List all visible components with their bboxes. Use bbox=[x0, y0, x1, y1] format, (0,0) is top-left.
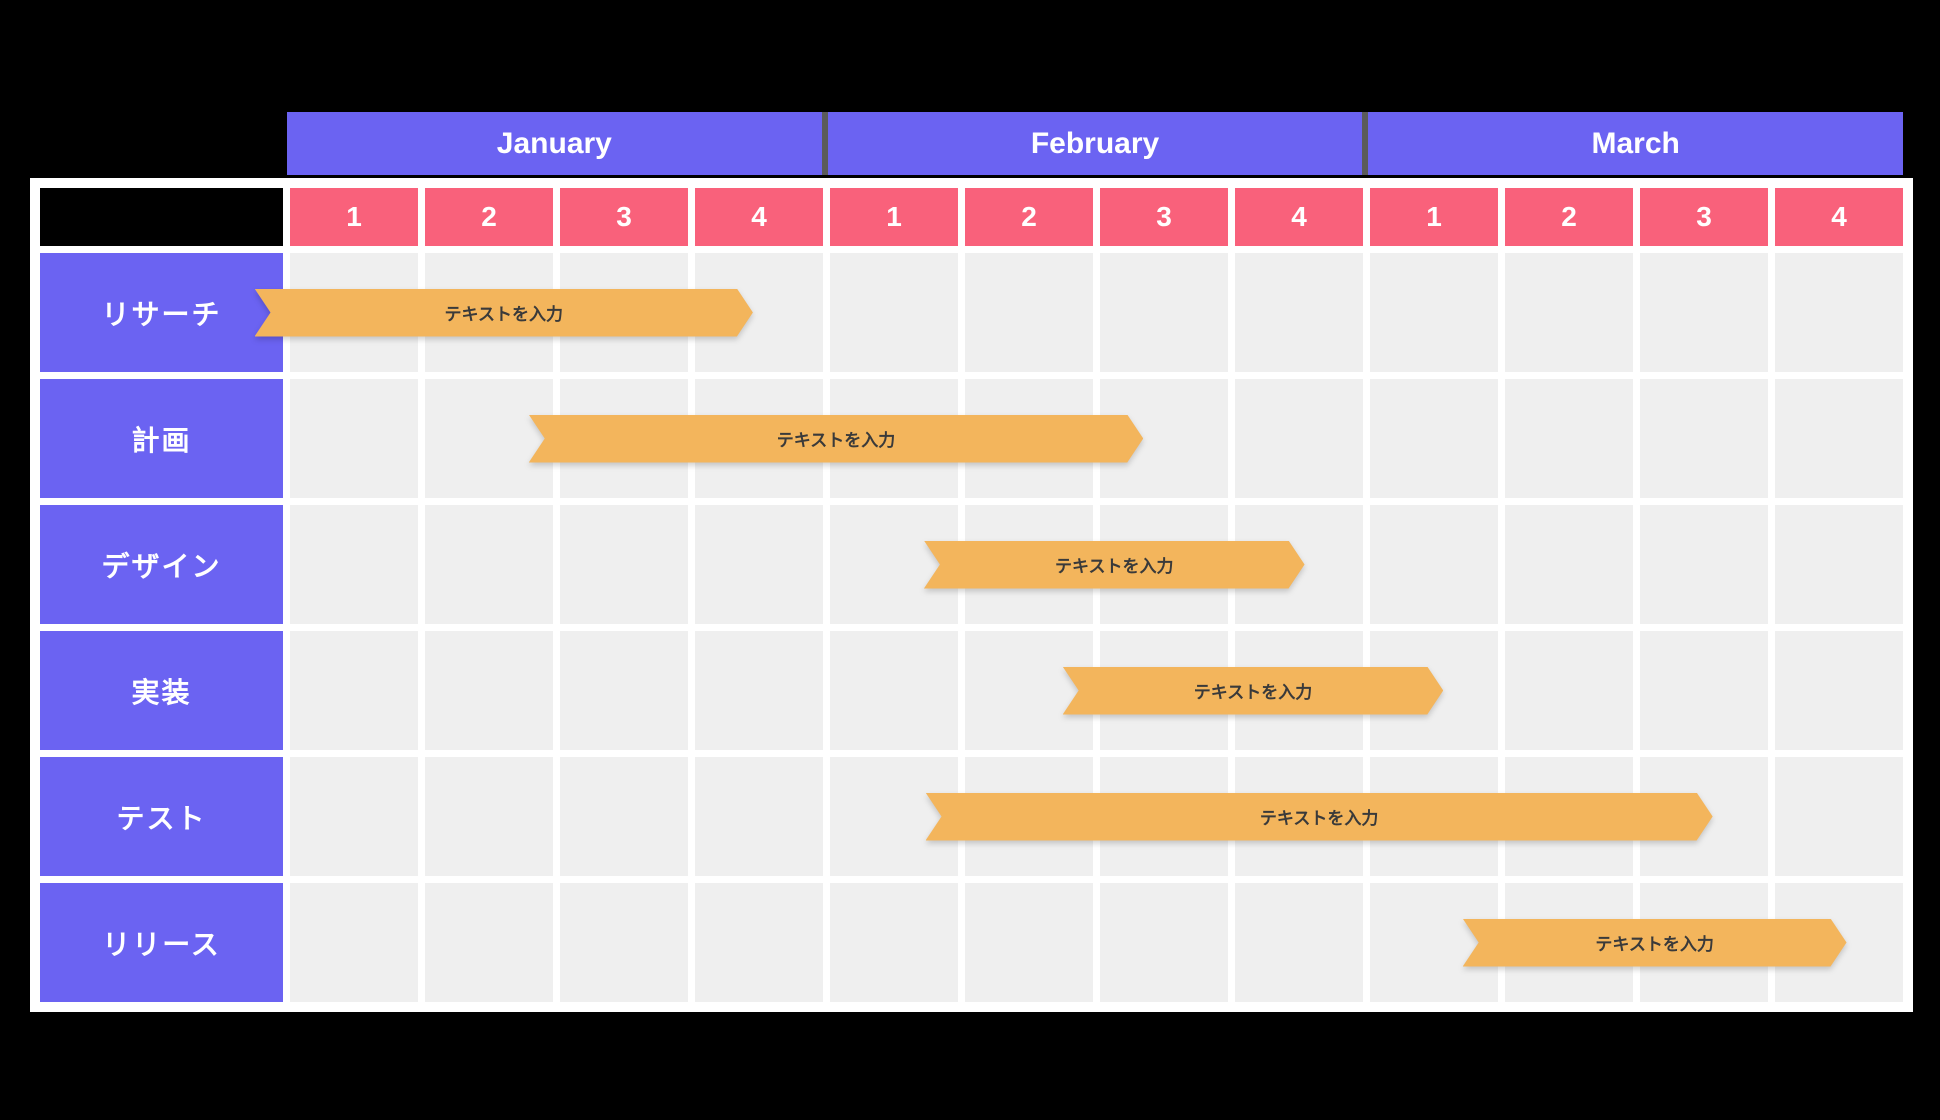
grid-cell bbox=[560, 757, 688, 876]
week-header-january-4[interactable]: 4 bbox=[695, 188, 823, 246]
grid-cell bbox=[1235, 379, 1363, 498]
grid-cell bbox=[1505, 505, 1633, 624]
grid-cell bbox=[290, 757, 418, 876]
grid-cell bbox=[1235, 883, 1363, 1002]
grid-cell bbox=[1370, 883, 1498, 1002]
grid-cell bbox=[695, 631, 823, 750]
task-bar-ribbon: テキストを入力 bbox=[1463, 919, 1847, 967]
grid-cell bbox=[290, 379, 418, 498]
grid-cell bbox=[1640, 253, 1768, 372]
grid-cell bbox=[1505, 379, 1633, 498]
month-header-3[interactable]: March bbox=[1368, 112, 1904, 175]
week-header-march-4[interactable]: 4 bbox=[1775, 188, 1903, 246]
task-label-2[interactable]: 計画 bbox=[40, 379, 283, 498]
grid-cell bbox=[1640, 505, 1768, 624]
grid-cell bbox=[830, 505, 958, 624]
grid-cell bbox=[695, 505, 823, 624]
grid-cell bbox=[1640, 631, 1768, 750]
grid-cell bbox=[1775, 631, 1903, 750]
grid-cell bbox=[425, 505, 553, 624]
task-bar-6[interactable]: テキストを入力 bbox=[1463, 919, 1847, 967]
grid-cell bbox=[1370, 379, 1498, 498]
grid-cell bbox=[1235, 253, 1363, 372]
week-header-february-1[interactable]: 1 bbox=[830, 188, 958, 246]
grid-cell bbox=[965, 631, 1093, 750]
week-header-january-1[interactable]: 1 bbox=[290, 188, 418, 246]
grid-cell bbox=[290, 505, 418, 624]
task-bar-text[interactable]: テキストを入力 bbox=[444, 305, 563, 324]
task-bar-5[interactable]: テキストを入力 bbox=[926, 793, 1713, 841]
task-label-3[interactable]: デザイン bbox=[40, 505, 283, 624]
grid-cell bbox=[695, 883, 823, 1002]
task-label-1[interactable]: リサーチ bbox=[40, 253, 283, 372]
task-bar-ribbon: テキストを入力 bbox=[255, 289, 753, 337]
week-header-march-3[interactable]: 3 bbox=[1640, 188, 1768, 246]
grid-cell bbox=[965, 253, 1093, 372]
grid-cell bbox=[1100, 883, 1228, 1002]
task-bar-ribbon: テキストを入力 bbox=[924, 541, 1305, 589]
task-bar-text[interactable]: テキストを入力 bbox=[776, 431, 896, 450]
task-label-4[interactable]: 実装 bbox=[40, 631, 283, 750]
grid-cell bbox=[290, 631, 418, 750]
grid-cell bbox=[695, 757, 823, 876]
grid-cell bbox=[1505, 253, 1633, 372]
task-bar-ribbon: テキストを入力 bbox=[529, 415, 1144, 463]
task-label-6[interactable]: リリース bbox=[40, 883, 283, 1002]
grid-cell bbox=[830, 883, 958, 1002]
task-bar-1[interactable]: テキストを入力 bbox=[255, 289, 753, 337]
grid-cell bbox=[830, 631, 958, 750]
task-bar-text[interactable]: テキストを入力 bbox=[1595, 935, 1714, 954]
grid-cell bbox=[560, 631, 688, 750]
week-header-march-2[interactable]: 2 bbox=[1505, 188, 1633, 246]
grid-cell bbox=[560, 505, 688, 624]
week-header-march-1[interactable]: 1 bbox=[1370, 188, 1498, 246]
grid-cell bbox=[1370, 505, 1498, 624]
grid-cell bbox=[1370, 253, 1498, 372]
task-bar-text[interactable]: テキストを入力 bbox=[1054, 557, 1174, 576]
task-bar-3[interactable]: テキストを入力 bbox=[924, 541, 1305, 589]
grid-cell bbox=[1100, 253, 1228, 372]
grid-cell bbox=[965, 883, 1093, 1002]
task-label-5[interactable]: テスト bbox=[40, 757, 283, 876]
grid-cell bbox=[425, 379, 553, 498]
grid-cell bbox=[425, 757, 553, 876]
month-header-row: January February March bbox=[287, 112, 1904, 175]
task-bar-2[interactable]: テキストを入力 bbox=[529, 415, 1144, 463]
task-bar-text[interactable]: テキストを入力 bbox=[1259, 809, 1379, 828]
grid-cell bbox=[1775, 379, 1903, 498]
task-bar-4[interactable]: テキストを入力 bbox=[1063, 667, 1444, 715]
grid-cell bbox=[1505, 631, 1633, 750]
grid-cell bbox=[560, 883, 688, 1002]
week-header-february-2[interactable]: 2 bbox=[965, 188, 1093, 246]
grid-cell bbox=[1775, 253, 1903, 372]
grid-cell bbox=[1640, 379, 1768, 498]
grid-cell bbox=[425, 631, 553, 750]
month-header-1[interactable]: January bbox=[287, 112, 822, 175]
task-bar-ribbon: テキストを入力 bbox=[926, 793, 1713, 841]
gantt-table: 1 2 3 4 1 2 3 4 1 2 3 4 リサーチ 計画 デザイン 実装 テスト リリース テキストを入力 テキ… bbox=[30, 178, 1913, 1012]
corner-cell bbox=[40, 188, 283, 246]
week-header-january-2[interactable]: 2 bbox=[425, 188, 553, 246]
week-header-february-4[interactable]: 4 bbox=[1235, 188, 1363, 246]
task-bar-text[interactable]: テキストを入力 bbox=[1193, 683, 1313, 702]
grid-cell bbox=[425, 883, 553, 1002]
week-header-february-3[interactable]: 3 bbox=[1100, 188, 1228, 246]
grid-cell bbox=[1775, 757, 1903, 876]
task-bar-ribbon: テキストを入力 bbox=[1063, 667, 1444, 715]
grid-cell bbox=[290, 883, 418, 1002]
grid-cell bbox=[830, 757, 958, 876]
grid-cell bbox=[830, 253, 958, 372]
month-header-2[interactable]: February bbox=[827, 112, 1363, 175]
grid-cell bbox=[1775, 505, 1903, 624]
week-header-january-3[interactable]: 3 bbox=[560, 188, 688, 246]
